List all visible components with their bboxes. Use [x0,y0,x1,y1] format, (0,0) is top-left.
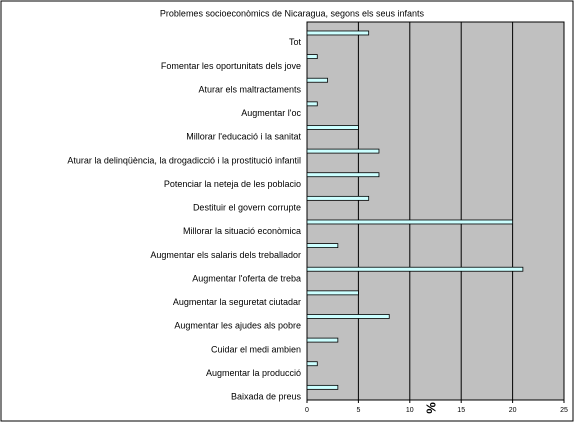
bar [306,148,380,154]
bar [306,54,318,60]
x-tick-label: 0 [305,407,309,414]
x-tick-label: 20 [509,407,517,414]
bar [306,384,339,390]
bar [306,195,370,201]
y-tick-label: Fomentar les oportunitats dels jove [161,61,301,71]
x-tick-label: 15 [457,407,465,414]
y-tick-label: Millorar l'educació i la sanitat [186,132,301,142]
bar [306,172,380,178]
y-tick-label: Aturar els maltractaments [198,84,301,94]
y-tick-label: Cuidar el medi ambien [211,344,301,354]
x-tick-label: 5 [356,407,360,414]
bar [306,101,318,107]
bar [306,266,524,272]
y-tick-label: Destituir el govern corrupte [193,203,301,213]
y-tick-label: Aturar la delinqüència, la drogadicció i… [67,155,301,165]
plot-area [306,21,565,401]
bar [306,314,390,319]
bar [306,30,370,36]
y-tick-label: Augmentar els salaris dels treballador [150,250,301,260]
bar [306,290,359,296]
bar [306,361,318,367]
y-tick-label: Potenciar la neteja de les poblacio [164,179,301,189]
bar [306,243,339,249]
y-tick-label: Millorar la situació econòmica [183,226,301,236]
x-tick-label: 25 [560,407,568,414]
y-tick-label: Tot [289,37,302,47]
chart-title: Problemes socioeconòmics de Nicaragua, s… [160,8,425,18]
bar [306,125,359,130]
bar [306,337,339,343]
bar [306,219,514,225]
x-axis-label: % [423,402,438,414]
bar [306,77,328,83]
y-tick-label: Augmentar l'oferta de treba [192,273,301,283]
y-tick-label: Augmentar les ajudes als pobre [174,321,301,331]
y-tick-label: Augmentar la producció [206,368,301,378]
y-tick-label: Augmentar la seguretat ciutadar [173,297,301,307]
y-tick-label: Augmentar l'oc [241,108,301,118]
y-tick-label: Baixada de preus [231,392,302,402]
x-tick-label: 10 [406,407,414,414]
